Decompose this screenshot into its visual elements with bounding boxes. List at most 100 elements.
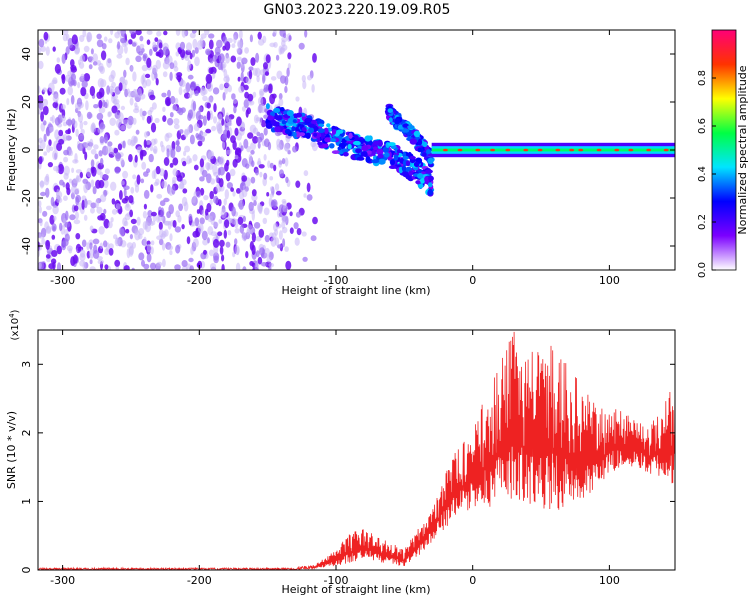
spectrogram-speckle (166, 148, 170, 159)
spectrogram-trace-blob (317, 141, 323, 146)
spectrogram-trace-blob (341, 148, 349, 153)
spectrogram-speckle (217, 231, 223, 237)
spectrogram-speckle (134, 154, 138, 163)
spectrogram-speckle (63, 149, 70, 156)
spectrogram-speckle (296, 228, 302, 236)
spectrogram-speckle (146, 115, 152, 124)
spectrogram-trace-blob (331, 129, 337, 135)
spectrogram-speckle (163, 30, 168, 36)
spectrogram-speckle (285, 176, 289, 183)
spectrogram-speckle (163, 229, 169, 237)
spectrogram-speckle (50, 196, 55, 207)
spectrogram-trace-blob (424, 169, 433, 174)
spectrogram-speckle (86, 32, 92, 43)
spectrogram-speckle (238, 85, 245, 94)
spectrogram-speckle (234, 127, 239, 137)
spectrogram-speckle (46, 144, 51, 153)
spectrogram-trace-blob (353, 140, 361, 146)
spectrogram-speckle (57, 163, 65, 175)
spectrogram-trace-blob (407, 125, 415, 129)
spectrogram-speckle (79, 253, 86, 262)
spectrogram-speckle (175, 210, 180, 218)
spectrogram-speckle (114, 259, 121, 267)
x-tick-label: -200 (187, 574, 212, 587)
spectrogram-speckle (70, 73, 76, 82)
spectrogram-speckle (116, 53, 123, 59)
spectrogram-trace-blob (326, 123, 331, 128)
spectrogram-speckle (128, 39, 133, 45)
spectrogram-speckle (209, 58, 214, 64)
spectrogram-speckle (109, 117, 116, 126)
spectrogram-speckle (226, 182, 233, 189)
spectrogram-speckle (192, 238, 199, 248)
spectrogram-speckle (239, 30, 243, 40)
spectrogram-speckle (249, 34, 253, 43)
spectrogram-speckle (75, 169, 82, 174)
spectrogram-speckle (171, 104, 178, 111)
spectrogram-speckle (154, 37, 159, 42)
spectrogram-speckle (69, 214, 76, 221)
spectrogram-speckle (259, 132, 265, 141)
spectrogram-speckle (83, 73, 91, 82)
spectrogram-speckle (206, 81, 213, 92)
spectrogram-trace-blob (409, 138, 418, 145)
spectrogram-speckle (268, 262, 275, 268)
spectrogram-speckle (200, 132, 208, 137)
spectrogram-speckle (244, 47, 250, 54)
spectrogram-speckle (63, 30, 69, 36)
spectrogram-speckle (68, 178, 73, 184)
spectrogram-speckle (269, 176, 274, 181)
spectrogram-speckle (126, 242, 134, 249)
spectrogram-speckle (61, 240, 67, 251)
spectrogram-speckle (213, 103, 217, 113)
spectrogram-speckle (284, 246, 289, 252)
spectrogram-speckle (211, 125, 217, 132)
spectrogram-speckle (310, 140, 317, 148)
spectrogram-speckle (131, 267, 135, 270)
spectrogram-trace-blob (417, 173, 424, 179)
spectrogram-speckle (253, 200, 257, 207)
steady-band-peak (505, 148, 511, 152)
spectrogram-speckle (45, 46, 50, 56)
spectrogram-speckle (51, 234, 56, 240)
spectrogram-speckle (268, 83, 273, 94)
spectrogram-speckle (115, 151, 121, 162)
spectrogram-speckle (171, 185, 176, 195)
spectrogram-speckle (225, 172, 231, 182)
spectrogram-speckle (197, 260, 203, 269)
spectrogram-speckle (104, 264, 109, 270)
spectrogram-speckle (199, 37, 204, 44)
spectrogram-trace-blob (364, 135, 372, 142)
spectrogram-speckle (188, 257, 194, 263)
spectrogram-speckle (86, 167, 92, 178)
spectrogram-speckle (169, 162, 174, 168)
spectrogram-speckle (169, 250, 173, 256)
spectrogram-speckle (124, 79, 128, 86)
spectrogram-speckle (205, 208, 209, 216)
spectrogram-speckle (237, 39, 244, 48)
spectrogram-trace-blob (382, 146, 389, 154)
spectrogram-speckle (104, 168, 110, 175)
spectrogram-speckle (208, 39, 214, 50)
spectrogram-speckle (125, 228, 130, 234)
steady-band-peak (457, 148, 463, 152)
spectrogram-speckle (143, 263, 150, 270)
spectrogram-speckle (42, 98, 49, 107)
spectrogram-speckle (201, 209, 205, 217)
spectrogram-speckle (51, 114, 55, 124)
spectrogram-speckle (45, 240, 50, 250)
spectrogram-speckle (238, 199, 245, 210)
spectrogram-speckle (86, 111, 92, 120)
spectrogram-speckle (287, 63, 291, 69)
spectrogram-speckle (161, 92, 167, 98)
spectrogram-speckle (90, 202, 97, 209)
spectrogram-trace-blob (371, 159, 380, 164)
steady-band-core (431, 148, 675, 152)
spectrogram-speckle (252, 91, 257, 98)
spectrogram-speckle (146, 39, 151, 45)
spectrogram-trace-blob (270, 119, 276, 125)
spectrogram-speckle (118, 112, 124, 123)
spectrogram-speckle (202, 238, 209, 246)
spectrogram-speckle (212, 72, 216, 79)
